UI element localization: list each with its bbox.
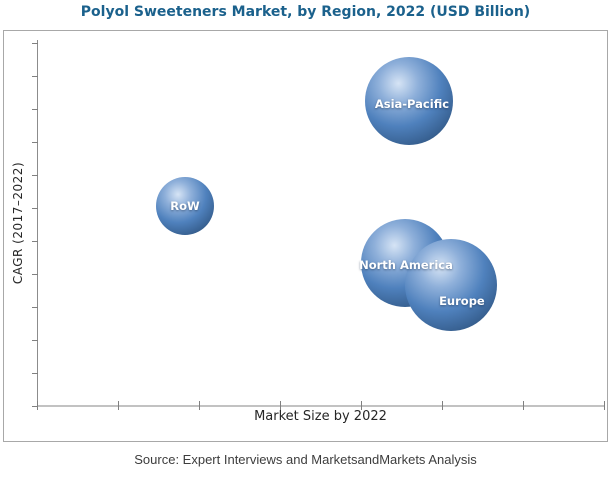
y-axis-tick (32, 274, 38, 275)
bubble-label-asia-pacific: Asia-Pacific (374, 97, 450, 112)
x-axis-tick (199, 401, 200, 410)
bubble-label-row: RoW (170, 199, 200, 214)
bubble-row (156, 177, 214, 236)
y-axis-tick (32, 142, 38, 143)
bubble-europe (404, 238, 497, 331)
y-axis-tick (32, 406, 38, 407)
x-axis-tick (361, 401, 362, 410)
y-axis-tick (32, 373, 38, 374)
bubble-asia-pacific (365, 57, 453, 146)
chart-title: Polyol Sweeteners Market, by Region, 202… (80, 4, 531, 20)
x-axis-tick (523, 401, 524, 410)
x-axis-tick (118, 401, 119, 410)
x-axis (37, 405, 605, 407)
bubble-label-europe: Europe (439, 293, 485, 308)
y-axis-tick (32, 109, 38, 110)
y-axis-tick (32, 208, 38, 209)
y-axis-tick (32, 43, 38, 44)
y-axis-tick (32, 175, 38, 176)
y-axis-title: CAGR (2017–2022) (11, 161, 25, 285)
x-axis-tick (604, 401, 605, 410)
x-axis-title: Market Size by 2022 (254, 409, 387, 424)
x-axis-tick (442, 401, 443, 410)
y-axis-tick (32, 241, 38, 242)
y-axis (37, 40, 38, 406)
x-axis-tick (280, 401, 281, 410)
bubble-label-north-america: North America (359, 257, 453, 272)
source-text: Source: Expert Interviews and Marketsand… (134, 452, 477, 467)
y-axis-tick (32, 340, 38, 341)
x-axis-tick (37, 401, 38, 410)
y-axis-tick (32, 307, 38, 308)
plot-frame (3, 30, 608, 442)
y-axis-tick (32, 76, 38, 77)
